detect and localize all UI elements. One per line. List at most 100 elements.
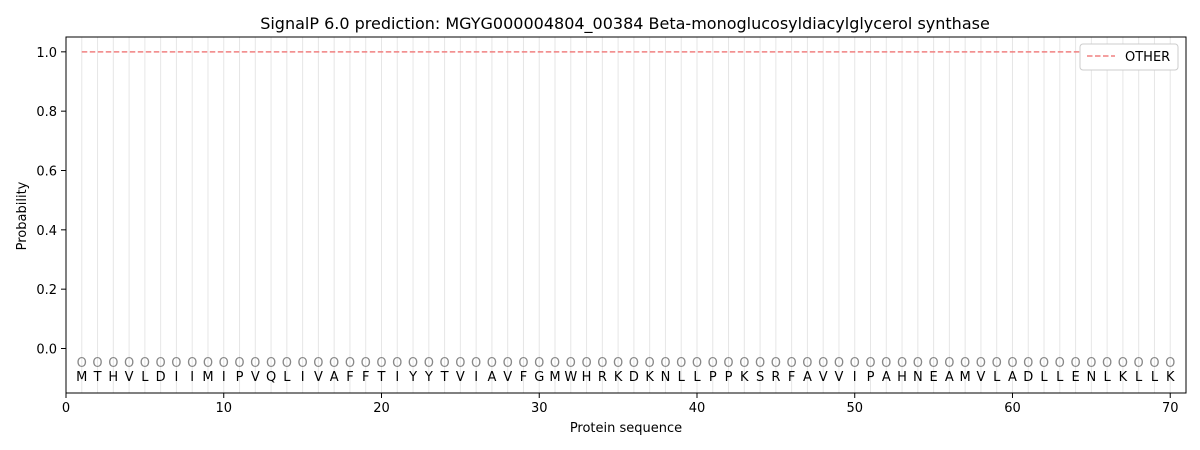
predicted-label-o: O [455, 356, 465, 371]
predicted-label-o: O [723, 356, 733, 371]
predicted-label-o: O [250, 356, 260, 371]
predicted-label-o: O [818, 356, 828, 371]
predicted-label-o: O [392, 356, 402, 371]
predicted-label-o: O [313, 356, 323, 371]
predicted-label-o: O [850, 356, 860, 371]
residue-label: K [740, 370, 749, 385]
predicted-label-o: O [124, 356, 134, 371]
residue-label: V [314, 370, 323, 385]
predicted-label-o: O [581, 356, 591, 371]
legend-box [1079, 43, 1179, 71]
residue-label: Y [408, 370, 417, 385]
predicted-label-o: O [77, 356, 87, 371]
predicted-label-o: O [897, 356, 907, 371]
residue-label: L [283, 370, 291, 385]
y-tick-label: 1.0 [36, 46, 57, 61]
predicted-label-o: O [92, 356, 102, 371]
predicted-label-o: O [1039, 356, 1049, 371]
residue-label: L [678, 370, 686, 385]
y-tick-label: 0.2 [36, 283, 57, 298]
residue-label: K [645, 370, 654, 385]
plot-frame [65, 36, 1187, 394]
x-tick-label: 20 [373, 401, 390, 416]
predicted-label-o: O [660, 356, 670, 371]
residue-label: V [503, 370, 512, 385]
residue-label: L [141, 370, 149, 385]
residue-grid [81, 37, 1171, 393]
residue-label: F [520, 370, 527, 385]
predicted-label-o: O [203, 356, 213, 371]
residue-label: R [771, 370, 780, 385]
predicted-label-o: O [439, 356, 449, 371]
predicted-label-o: O [234, 356, 244, 371]
residue-label: W [564, 370, 577, 385]
residue-label: V [976, 370, 985, 385]
residue-label: A [803, 370, 812, 385]
residue-label: S [756, 370, 764, 385]
predicted-label-o: O [960, 356, 970, 371]
predicted-label-o: O [1086, 356, 1096, 371]
predicted-label-o: O [518, 356, 528, 371]
residue-label: M [76, 370, 87, 385]
residue-label: E [1071, 370, 1079, 385]
predicted-label-o: O [1007, 356, 1017, 371]
residue-label: L [1151, 370, 1159, 385]
x-tick-label: 50 [846, 401, 863, 416]
predicted-label-o: O [503, 356, 513, 371]
residue-label: I [190, 370, 194, 385]
x-tick-label: 0 [62, 401, 70, 416]
residue-label: Y [424, 370, 433, 385]
residue-label: N [913, 370, 923, 385]
predicted-label-o: O [282, 356, 292, 371]
residue-label: M [549, 370, 560, 385]
legend: OTHER [1079, 43, 1179, 71]
residue-label: E [929, 370, 937, 385]
predicted-label-o: O [266, 356, 276, 371]
residue-label: F [346, 370, 353, 385]
residue-label: T [377, 370, 386, 385]
axes: 0 10 20 30 40 50 60 70 0.0 0.2 0.4 0.6 0.8 1.0 [36, 46, 1178, 416]
residue-label: A [330, 370, 339, 385]
residue-label: L [1135, 370, 1143, 385]
legend-label-other: OTHER [1125, 50, 1170, 65]
y-tick-label: 0.8 [36, 105, 57, 120]
predicted-label-o: O [865, 356, 875, 371]
predicted-label-o: O [692, 356, 702, 371]
predicted-label-o: O [550, 356, 560, 371]
predicted-label-o: O [992, 356, 1002, 371]
residue-label: T [93, 370, 102, 385]
residue-label: R [598, 370, 607, 385]
residue-label: N [1086, 370, 1096, 385]
predicted-label-o: O [566, 356, 576, 371]
residue-label: F [362, 370, 369, 385]
residue-label: H [108, 370, 118, 385]
residue-label: A [945, 370, 954, 385]
predicted-label-o: O [108, 356, 118, 371]
predicted-label-o: O [1055, 356, 1065, 371]
predicted-label-o: O [156, 356, 166, 371]
predicted-label-o: O [676, 356, 686, 371]
residue-label: L [993, 370, 1001, 385]
x-tick-label: 30 [531, 401, 548, 416]
predicted-label-o: O [424, 356, 434, 371]
predicted-label-o: O [534, 356, 544, 371]
residue-label: M [202, 370, 213, 385]
predicted-label-o: O [140, 356, 150, 371]
residue-label: A [487, 370, 496, 385]
predicted-label-o: O [1118, 356, 1128, 371]
residue-label: A [882, 370, 891, 385]
residue-label: P [867, 370, 875, 385]
y-tick-label: 0.4 [36, 224, 57, 239]
residue-label: H [897, 370, 907, 385]
predicted-label-o: O [787, 356, 797, 371]
predicted-label-o: O [1070, 356, 1080, 371]
x-axis-label: Protein sequence [570, 421, 682, 436]
residue-label: K [1166, 370, 1175, 385]
x-tick-label: 40 [689, 401, 706, 416]
predicted-label-o: O [613, 356, 623, 371]
residue-label: T [440, 370, 449, 385]
residue-label: I [474, 370, 478, 385]
predicted-label-o: O [1149, 356, 1159, 371]
y-axis-label: Probability [15, 181, 30, 250]
residue-label: V [456, 370, 465, 385]
